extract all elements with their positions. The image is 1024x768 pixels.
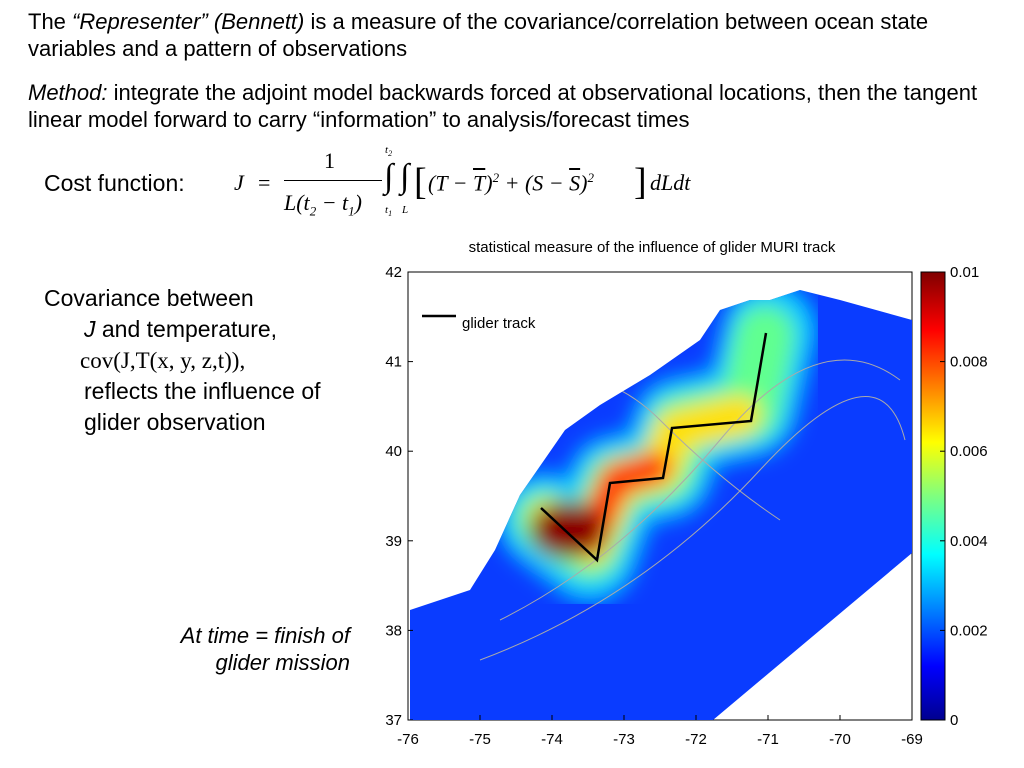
limit: t [385,144,389,156]
covariance-text: reflects the influence of glider observa… [84,378,321,435]
intro-emphasis: “Representer” (Bennett) [72,9,305,34]
intro-text: is a measure of the covariance/correlati… [28,9,929,61]
integrand-part: (T − [428,170,474,196]
intro: The “Representer” (Bennett) is a measure… [28,8,988,62]
upper-limit: t2 [385,144,392,158]
denominator-part: − t [316,190,349,215]
colorbar-tick-label: 0.01 [950,264,979,281]
colorbar-tick-label: 0.002 [950,622,988,639]
covariance: Covariance between J and temperature, co… [44,283,324,438]
colorbar-tick-label: 0.006 [950,443,988,460]
limit-sub: 2 [388,149,393,159]
note: At time = finish of glider mission [180,623,350,675]
colorbar-tick-label: 0.004 [950,533,988,550]
limit: L [402,204,409,216]
differential: dLdt [650,170,691,195]
covariance-symbol: J [84,316,96,342]
cost-formula: J = 1 L(t2 − t1) ∫ t2 t1 ∫ L [ (T − T)2 … [234,144,714,226]
integrand: (T − T)2 + (S − S)2 [428,170,594,196]
fraction-bar [284,180,382,181]
x-tick-label: -69 [901,731,923,748]
integrand-part: + (S − [499,170,570,196]
formula-equals: = [258,170,271,195]
x-tick-label: -71 [757,731,779,748]
x-tick-label: -70 [829,731,851,748]
method-text: integrate the adjoint model backwards fo… [28,80,978,132]
y-tick-label: 40 [385,443,402,460]
denominator-part: ) [354,190,362,215]
glider-track [540,332,768,563]
formula-denominator: L(t2 − t1) [284,190,362,219]
covariance-line: and temperature, [101,316,278,342]
colorbar-tick-label: 0.008 [950,354,988,371]
y-tick-label: 41 [385,354,402,371]
covariance-line: Covariance between [44,285,254,311]
lower-limit: t1 [385,204,392,218]
x-tick-label: -76 [397,731,419,748]
y-tick-label: 39 [385,533,402,550]
x-tick-label: -75 [469,731,491,748]
denominator-sub: 1 [348,203,355,219]
x-tick-label: -73 [613,731,635,748]
covariance-formula: cov(J,T(x, y, z,t)), [80,348,246,373]
y-tick-label: 37 [385,712,402,729]
colorbar-tick-label: 0 [950,712,958,729]
y-tick-label: 38 [385,622,402,639]
denominator-sub: 2 [309,203,317,219]
bracket: ] [634,161,647,203]
integrand-part: ) [580,170,588,196]
limit: t [385,204,389,216]
denominator-part: L(t [284,190,310,215]
cost-label: Cost function: [44,170,185,196]
formula-numerator: 1 [324,148,335,173]
integral-sign: ∫ [400,158,410,195]
x-tick-label: -72 [685,731,707,748]
integrand-mean: S [569,170,581,196]
limit-sub: 1 [388,209,393,219]
bracket: [ [414,161,427,203]
integrand-exp: 2 [587,170,594,185]
ticks: -76 -75 -74 -73 -72 -71 -70 -69 42 41 40 39 38 37 0.01… [385,264,987,748]
colorbar [920,271,946,721]
figure-title: statistical measure of the influence of … [469,239,836,256]
integrand-mean: T [473,170,486,196]
intro-prefix: The [28,9,66,34]
integral-sign: ∫ [384,158,394,195]
integrand-part: ) [485,170,493,196]
integrand-exp: 2 [492,170,500,185]
formula-lhs: J [234,170,244,195]
y-tick-label: 42 [385,264,402,281]
legend-label: glider track [462,315,536,332]
method-label: Method: [28,80,108,105]
x-tick-label: -74 [541,731,563,748]
method: Method: integrate the adjoint model back… [28,79,1008,133]
